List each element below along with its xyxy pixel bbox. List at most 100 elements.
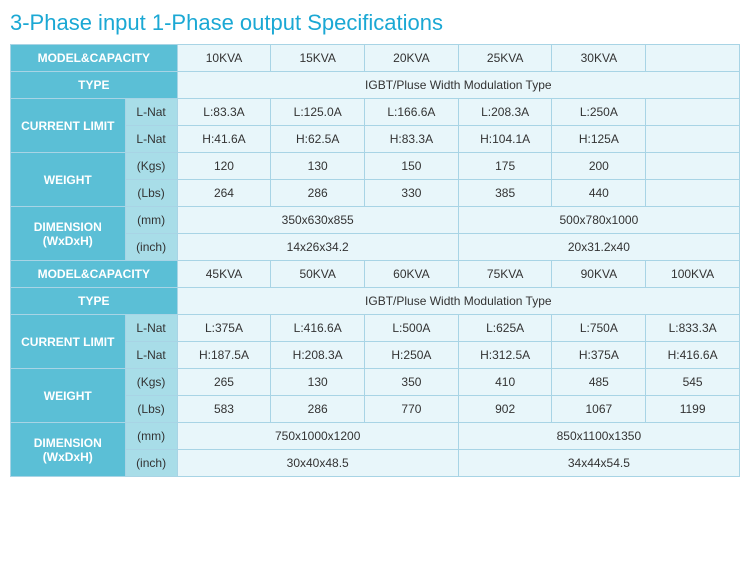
page-title: 3-Phase input 1-Phase output Specificati… — [10, 10, 740, 36]
dimension-cell: 30x40x48.5 — [177, 450, 458, 477]
current-cell: H:416.6A — [646, 342, 740, 369]
table-row: WEIGHT (Kgs) 120 130 150 175 200 — [11, 153, 740, 180]
dimension-cell: 750x1000x1200 — [177, 423, 458, 450]
current-cell: H:208.3A — [271, 342, 365, 369]
current-cell: L:416.6A — [271, 315, 365, 342]
model-cell: 45KVA — [177, 261, 271, 288]
type-value: IGBT/Pluse Width Modulation Type — [177, 288, 739, 315]
model-cell: 75KVA — [458, 261, 552, 288]
model-capacity-header: MODEL&CAPACITY — [11, 45, 178, 72]
current-cell: H:62.5A — [271, 126, 365, 153]
lbs-label: (Lbs) — [125, 396, 177, 423]
lnat-label: L-Nat — [125, 315, 177, 342]
weight-cell: 1199 — [646, 396, 740, 423]
weight-cell: 175 — [458, 153, 552, 180]
table-row: DIMENSION (WxDxH) (mm) 750x1000x1200 850… — [11, 423, 740, 450]
empty-cell — [646, 99, 740, 126]
mm-label: (mm) — [125, 207, 177, 234]
type-header: TYPE — [11, 72, 178, 99]
weight-cell: 902 — [458, 396, 552, 423]
model-cell: 30KVA — [552, 45, 646, 72]
current-cell: H:125A — [552, 126, 646, 153]
dimension-cell: 350x630x855 — [177, 207, 458, 234]
empty-cell — [646, 45, 740, 72]
weight-cell: 286 — [271, 180, 365, 207]
weight-cell: 350 — [365, 369, 459, 396]
weight-cell: 1067 — [552, 396, 646, 423]
dimension-cell: 14x26x34.2 — [177, 234, 458, 261]
current-cell: H:104.1A — [458, 126, 552, 153]
spec-table: MODEL&CAPACITY 10KVA 15KVA 20KVA 25KVA 3… — [10, 44, 740, 477]
model-capacity-header: MODEL&CAPACITY — [11, 261, 178, 288]
current-cell: H:250A — [365, 342, 459, 369]
lnat-label: L-Nat — [125, 342, 177, 369]
table-row: CURRENT LIMIT L-Nat L:83.3A L:125.0A L:1… — [11, 99, 740, 126]
weight-cell: 770 — [365, 396, 459, 423]
current-cell: L:500A — [365, 315, 459, 342]
dimension-cell: 500x780x1000 — [458, 207, 739, 234]
dimension-header: DIMENSION (WxDxH) — [11, 423, 126, 477]
current-cell: L:125.0A — [271, 99, 365, 126]
current-limit-header: CURRENT LIMIT — [11, 99, 126, 153]
current-cell: L:625A — [458, 315, 552, 342]
model-cell: 90KVA — [552, 261, 646, 288]
current-cell: H:41.6A — [177, 126, 271, 153]
weight-cell: 330 — [365, 180, 459, 207]
dimension-cell: 20x31.2x40 — [458, 234, 739, 261]
model-cell: 15KVA — [271, 45, 365, 72]
model-cell: 25KVA — [458, 45, 552, 72]
kgs-label: (Kgs) — [125, 153, 177, 180]
empty-cell — [646, 180, 740, 207]
weight-cell: 545 — [646, 369, 740, 396]
lbs-label: (Lbs) — [125, 180, 177, 207]
kgs-label: (Kgs) — [125, 369, 177, 396]
model-cell: 10KVA — [177, 45, 271, 72]
table-row: DIMENSION (WxDxH) (mm) 350x630x855 500x7… — [11, 207, 740, 234]
table-row: TYPE IGBT/Pluse Width Modulation Type — [11, 72, 740, 99]
dimension-cell: 34x44x54.5 — [458, 450, 739, 477]
current-cell: L:208.3A — [458, 99, 552, 126]
inch-label: (inch) — [125, 450, 177, 477]
current-cell: H:375A — [552, 342, 646, 369]
table-row: TYPE IGBT/Pluse Width Modulation Type — [11, 288, 740, 315]
table-row: CURRENT LIMIT L-Nat L:375A L:416.6A L:50… — [11, 315, 740, 342]
weight-header: WEIGHT — [11, 369, 126, 423]
current-limit-header: CURRENT LIMIT — [11, 315, 126, 369]
weight-cell: 286 — [271, 396, 365, 423]
current-cell: H:312.5A — [458, 342, 552, 369]
weight-header: WEIGHT — [11, 153, 126, 207]
weight-cell: 200 — [552, 153, 646, 180]
model-cell: 60KVA — [365, 261, 459, 288]
weight-cell: 583 — [177, 396, 271, 423]
inch-label: (inch) — [125, 234, 177, 261]
mm-label: (mm) — [125, 423, 177, 450]
weight-cell: 130 — [271, 153, 365, 180]
lnat-label: L-Nat — [125, 126, 177, 153]
weight-cell: 410 — [458, 369, 552, 396]
table-row: MODEL&CAPACITY 45KVA 50KVA 60KVA 75KVA 9… — [11, 261, 740, 288]
weight-cell: 130 — [271, 369, 365, 396]
current-cell: L:250A — [552, 99, 646, 126]
weight-cell: 440 — [552, 180, 646, 207]
current-cell: L:375A — [177, 315, 271, 342]
weight-cell: 265 — [177, 369, 271, 396]
model-cell: 20KVA — [365, 45, 459, 72]
current-cell: L:83.3A — [177, 99, 271, 126]
weight-cell: 120 — [177, 153, 271, 180]
current-cell: H:83.3A — [365, 126, 459, 153]
current-cell: L:833.3A — [646, 315, 740, 342]
current-cell: L:750A — [552, 315, 646, 342]
weight-cell: 485 — [552, 369, 646, 396]
weight-cell: 264 — [177, 180, 271, 207]
current-cell: H:187.5A — [177, 342, 271, 369]
model-cell: 50KVA — [271, 261, 365, 288]
weight-cell: 385 — [458, 180, 552, 207]
table-row: WEIGHT (Kgs) 265 130 350 410 485 545 — [11, 369, 740, 396]
type-header: TYPE — [11, 288, 178, 315]
model-cell: 100KVA — [646, 261, 740, 288]
weight-cell: 150 — [365, 153, 459, 180]
type-value: IGBT/Pluse Width Modulation Type — [177, 72, 739, 99]
empty-cell — [646, 126, 740, 153]
empty-cell — [646, 153, 740, 180]
dimension-header: DIMENSION (WxDxH) — [11, 207, 126, 261]
